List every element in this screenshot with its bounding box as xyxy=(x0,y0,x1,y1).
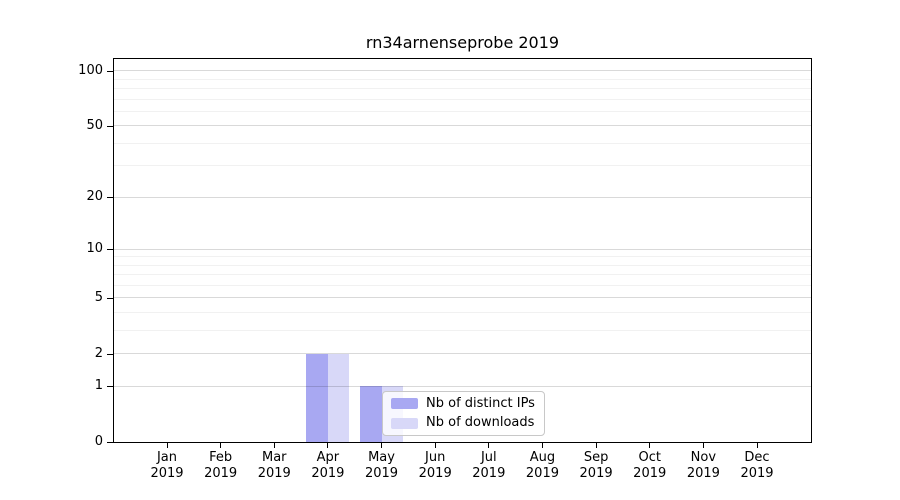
x-tick-label: Feb 2019 xyxy=(204,450,238,481)
x-tick xyxy=(756,443,758,448)
legend-item-distinct-ips: Nb of distinct IPs xyxy=(391,395,536,413)
y-tick-label: 50 xyxy=(86,117,103,133)
bar-distinct-ips-apr xyxy=(306,353,328,442)
y-tick-label: 20 xyxy=(86,189,103,205)
x-tick-label: Sep 2019 xyxy=(579,450,613,481)
x-tick-label: Mar 2019 xyxy=(257,450,291,481)
y-tick xyxy=(107,297,113,299)
x-tick xyxy=(327,443,329,448)
x-tick-label: Aug 2019 xyxy=(525,450,559,481)
y-tick xyxy=(107,125,113,127)
plot-area xyxy=(113,58,812,443)
legend: Nb of distinct IPs Nb of downloads xyxy=(382,391,545,436)
y-tick-label: 2 xyxy=(94,345,103,361)
chart-title: rn34arnenseprobe 2019 xyxy=(365,33,560,52)
x-tick-label: Jan 2019 xyxy=(150,450,184,481)
legend-label-distinct-ips: Nb of distinct IPs xyxy=(426,395,535,411)
legend-label-downloads: Nb of downloads xyxy=(426,415,535,431)
x-tick-label: Jun 2019 xyxy=(418,450,452,481)
y-tick xyxy=(107,70,113,72)
y-tick-label: 0 xyxy=(94,434,103,449)
x-tick xyxy=(434,443,436,448)
y-tick xyxy=(107,353,113,355)
x-tick xyxy=(273,443,275,448)
y-tick-label: 5 xyxy=(94,289,103,305)
x-tick xyxy=(488,443,490,448)
y-tick-label: 100 xyxy=(78,62,103,78)
y-tick-label: 1 xyxy=(94,378,103,394)
y-tick xyxy=(107,249,113,251)
x-tick-label: Dec 2019 xyxy=(740,450,774,481)
legend-swatch-downloads-icon xyxy=(391,417,418,429)
x-tick-label: May 2019 xyxy=(364,450,399,481)
x-tick-label: Apr 2019 xyxy=(311,450,345,481)
legend-item-downloads: Nb of downloads xyxy=(391,415,536,433)
x-tick-label: Jul 2019 xyxy=(472,450,506,481)
x-tick xyxy=(166,443,168,448)
x-tick-label: Oct 2019 xyxy=(633,450,667,481)
bar-downloads-apr xyxy=(327,353,350,442)
x-tick xyxy=(702,443,704,448)
y-tick xyxy=(107,197,113,199)
x-tick xyxy=(381,443,383,448)
x-tick xyxy=(649,443,651,448)
legend-swatch-distinct-ips-icon xyxy=(391,398,418,410)
bars-layer xyxy=(114,59,811,442)
x-tick xyxy=(541,443,543,448)
y-tick xyxy=(107,386,113,388)
y-tick-label: 10 xyxy=(86,241,103,257)
x-tick xyxy=(595,443,597,448)
bar-distinct-ips-may xyxy=(360,386,382,442)
x-tick-label: Nov 2019 xyxy=(686,450,720,481)
x-tick xyxy=(220,443,222,448)
y-tick xyxy=(107,442,113,443)
